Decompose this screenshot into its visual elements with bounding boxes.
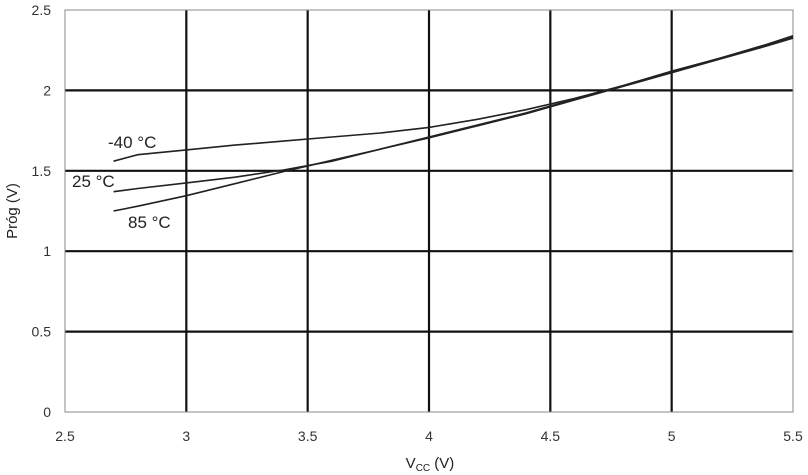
series-line-25 [113, 36, 794, 193]
x-tick-label: 2.5 [55, 428, 75, 444]
y-tick-label: 0 [43, 404, 51, 420]
y-tick-label: 1.5 [32, 163, 52, 179]
x-axis-title-subscript: CC [416, 463, 430, 474]
x-tick-label: 4.5 [541, 428, 561, 444]
series-line-minus40 [113, 34, 794, 162]
series-label-85: 85 °C [128, 213, 171, 232]
x-axis-title-main: V [406, 455, 416, 472]
y-tick-label: 2 [43, 82, 51, 98]
series-line-85 [113, 37, 794, 212]
grid [65, 10, 793, 412]
x-tick-label: 3 [182, 428, 190, 444]
y-tick-label: 0.5 [32, 324, 52, 340]
y-tick-label: 2.5 [32, 2, 52, 18]
x-tick-label: 5.5 [783, 428, 803, 444]
y-tick-label: 1 [43, 243, 51, 259]
plot-frame [64, 9, 794, 413]
series-label-25: 25 °C [72, 172, 115, 191]
x-tick-label: 5 [668, 428, 676, 444]
y-axis-title: Próg (V) [4, 183, 21, 239]
x-tick-label: 3.5 [298, 428, 318, 444]
series-group [113, 34, 794, 212]
x-tick-label: 4 [425, 428, 433, 444]
y-tick-labels: 0 0.5 1 1.5 2 2.5 [32, 2, 52, 420]
x-axis-title: VCC (V) [406, 455, 455, 474]
x-axis-title-unit: (V) [430, 455, 454, 472]
x-tick-labels: 2.5 3 3.5 4 4.5 5 5.5 [55, 428, 803, 444]
series-label-minus40: -40 °C [108, 133, 156, 152]
